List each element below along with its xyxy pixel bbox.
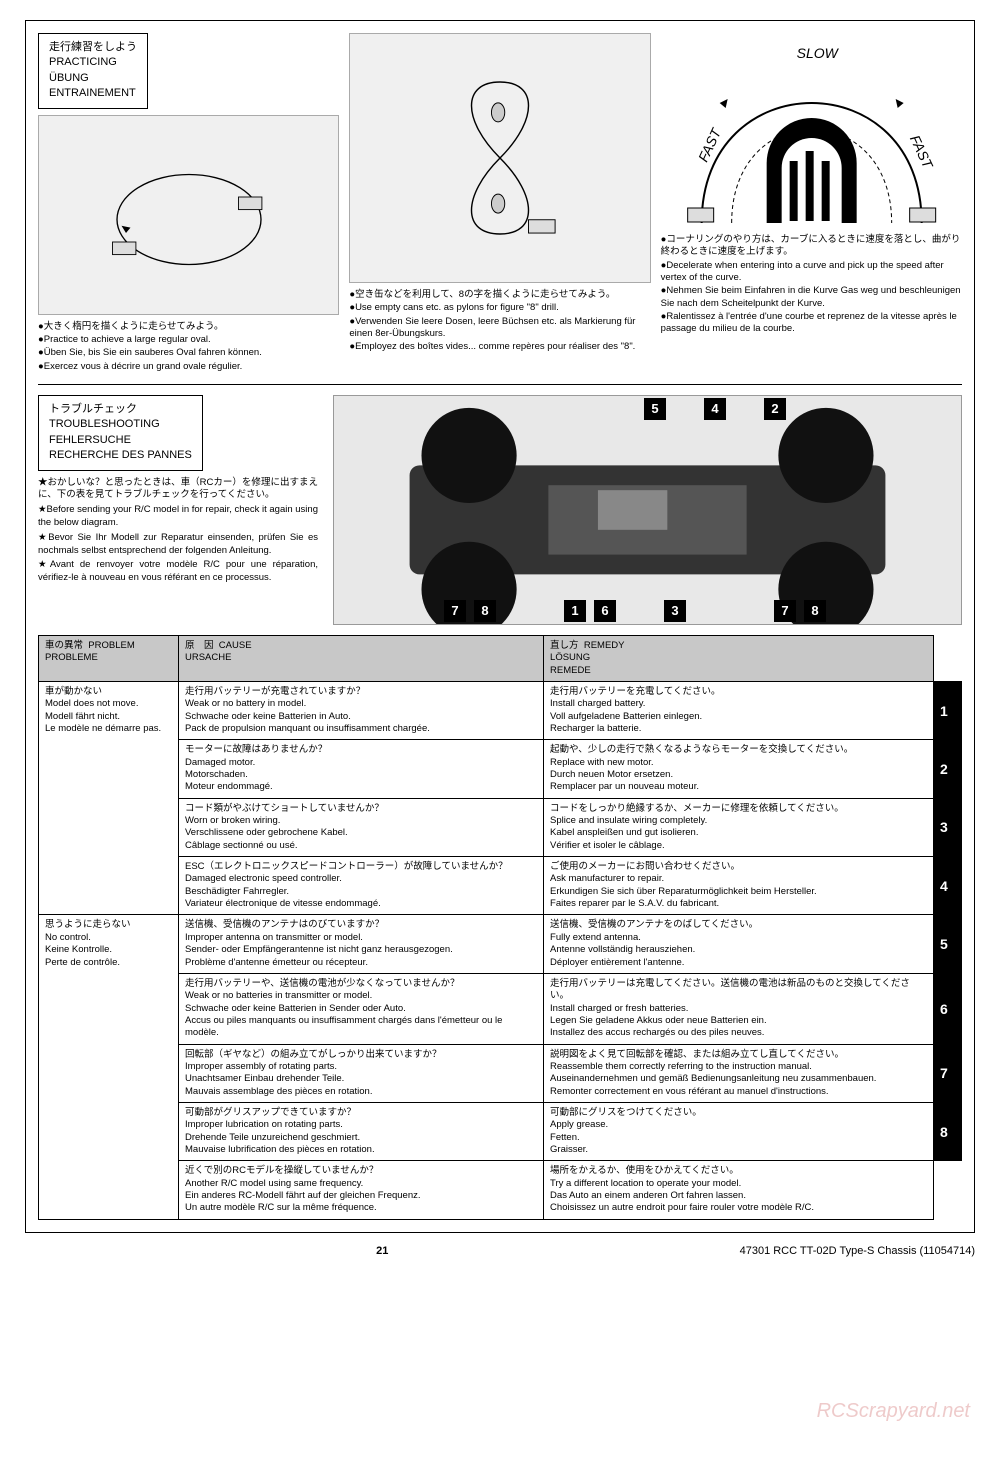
th-cause: 原 因 CAUSE URSACHE (179, 635, 544, 681)
chassis-num: 5 (644, 398, 666, 420)
remedy-cell: 送信機、受信機のアンテナをのばしてください。Fully extend anten… (544, 915, 934, 973)
number-cell: 1 (934, 681, 962, 739)
cause-cell: 近くで別のRCモデルを操縦していませんか？Another R/C model u… (179, 1161, 544, 1219)
ti-en: ★Before sending your R/C model in for re… (38, 504, 318, 530)
slow-label: SLOW (796, 45, 839, 61)
curve-illustration: FAST SLOW FAST (661, 33, 962, 233)
oval-illustration (38, 115, 339, 315)
cause-cell: モーターに故障はありませんか？Damaged motor.Motorschade… (179, 740, 544, 798)
c2-en: ●Use empty cans etc. as pylons for figur… (349, 302, 650, 314)
remedy-cell: 説明図をよく見て回転部を確認、または組み立てし直してください。Reassembl… (544, 1044, 934, 1102)
col2-caption: ●空き缶などを利用して、8の字を描くように走らせてみよう。 ●Use empty… (349, 289, 650, 354)
header-fr: ENTRAINEMENT (49, 86, 137, 101)
problem-cell: 車が動かないModel does not move.Modell fährt n… (39, 681, 179, 915)
number-cell: 2 (934, 740, 962, 798)
number-cell: 7 (934, 1044, 962, 1102)
cause-cell: 可動部がグリスアップできていますか？Improper lubrication o… (179, 1102, 544, 1160)
th-de: FEHLERSUCHE (49, 433, 192, 448)
cause-cell: 送信機、受信機のアンテナはのびていますか？Improper antenna on… (179, 915, 544, 973)
header-de: ÜBUNG (49, 71, 137, 86)
cause-cell: ESC（エレクトロニックスピードコントローラー）が故障していませんか？Damag… (179, 857, 544, 915)
c1-en: ●Practice to achieve a large regular ova… (38, 334, 339, 346)
chassis-num: 6 (594, 600, 616, 622)
c2-fr: ●Employez des boîtes vides... comme repè… (349, 341, 650, 353)
troubleshoot-header: トラブルチェック TROUBLESHOOTING FEHLERSUCHE REC… (38, 395, 203, 471)
page-number: 21 (376, 1245, 388, 1257)
remedy-cell: ご使用のメーカーにお問い合わせください。Ask manufacturer to … (544, 857, 934, 915)
c1-fr: ●Exercez vous à décrire un grand ovale r… (38, 361, 339, 373)
problem-cell: 思うように走らないNo control.Keine Kontrolle.Pert… (39, 915, 179, 1219)
c2-de: ●Verwenden Sie leere Dosen, leere Büchse… (349, 316, 650, 341)
practice-col-1: 走行練習をしよう PRACTICING ÜBUNG ENTRAINEMENT ●… (38, 33, 339, 374)
cause-cell: 回転部（ギヤなど）の組み立てがしっかり出来ていますか？Improper asse… (179, 1044, 544, 1102)
practicing-section: 走行練習をしよう PRACTICING ÜBUNG ENTRAINEMENT ●… (38, 33, 962, 385)
footer-code: 47301 RCC TT-02D Type-S Chassis (1105471… (740, 1245, 975, 1257)
col3-caption: ●コーナリングのやり方は、カーブに入るときに速度を落とし、曲がり終わるときに速度… (661, 234, 962, 336)
chassis-num: 3 (664, 600, 686, 622)
table-row: 車が動かないModel does not move.Modell fährt n… (39, 681, 962, 739)
c2-jp: ●空き缶などを利用して、8の字を描くように走らせてみよう。 (349, 289, 650, 301)
th-en: TROUBLESHOOTING (49, 417, 192, 432)
troubleshoot-table: 車の異常 PROBLEM PROBLEME 原 因 CAUSE URSACHE … (38, 635, 962, 1220)
chassis-num: 2 (764, 398, 786, 420)
ti-de: ★Bevor Sie Ihr Modell zur Reparatur eins… (38, 532, 318, 558)
remedy-cell: 起動や、少しの走行で熱くなるようならモーターを交換してください。Replace … (544, 740, 934, 798)
troubleshoot-intro: ★おかしいな？と思ったときは、車（RCカー）を修理に出すまえに、下の表を見てトラ… (38, 477, 318, 586)
c3-en: ●Decelerate when entering into a curve a… (661, 260, 962, 285)
practice-col-2: ●空き缶などを利用して、8の字を描くように走らせてみよう。 ●Use empty… (349, 33, 650, 374)
th-remedy: 直し方 REMEDY LÖSUNG REMEDE (544, 635, 934, 681)
page-footer: 21 47301 RCC TT-02D Type-S Chassis (1105… (25, 1245, 975, 1257)
ti-jp: ★おかしいな？と思ったときは、車（RCカー）を修理に出すまえに、下の表を見てトラ… (38, 477, 318, 503)
th-fr: RECHERCHE DES PANNES (49, 448, 192, 463)
c3-de: ●Nehmen Sie beim Einfahren in die Kurve … (661, 285, 962, 310)
number-cell: 8 (934, 1102, 962, 1160)
number-cell (934, 1161, 962, 1219)
remedy-cell: 場所をかえるか、使用をひかえてください。Try a different loca… (544, 1161, 934, 1219)
remedy-cell: 走行用バッテリーを充電してください。Install charged batter… (544, 681, 934, 739)
header-jp: 走行練習をしよう (49, 40, 137, 55)
chassis-num: 8 (474, 600, 496, 622)
th-problem: 車の異常 PROBLEM PROBLEME (39, 635, 179, 681)
chassis-num: 7 (444, 600, 466, 622)
practicing-header: 走行練習をしよう PRACTICING ÜBUNG ENTRAINEMENT (38, 33, 148, 109)
number-cell: 5 (934, 915, 962, 973)
number-cell: 6 (934, 973, 962, 1044)
table-row: 思うように走らないNo control.Keine Kontrolle.Pert… (39, 915, 962, 973)
chassis-num: 1 (564, 600, 586, 622)
c1-de: ●Üben Sie, bis Sie ein sauberes Oval fah… (38, 347, 339, 359)
c1-jp: ●大きく楕円を描くように走らせてみよう。 (38, 321, 339, 333)
chassis-num: 8 (804, 600, 826, 622)
col1-caption: ●大きく楕円を描くように走らせてみよう。 ●Practice to achiev… (38, 321, 339, 373)
number-cell: 4 (934, 857, 962, 915)
c3-fr: ●Ralentissez à l'entrée d'une courbe et … (661, 311, 962, 336)
remedy-cell: 可動部にグリスをつけてください。Apply grease.Fetten.Grai… (544, 1102, 934, 1160)
fast-label-1: FAST (695, 125, 725, 165)
number-cell: 3 (934, 798, 962, 856)
remedy-cell: 走行用バッテリーは充電してください。送信機の電池は新品のものと交換してください。… (544, 973, 934, 1044)
ti-fr: ★Avant de renvoyer votre modèle R/C pour… (38, 559, 318, 585)
header-en: PRACTICING (49, 55, 137, 70)
cause-cell: コード類がやぶけてショートしていませんか？Worn or broken wiri… (179, 798, 544, 856)
cause-cell: 走行用バッテリーが充電されていますか？Weak or no battery in… (179, 681, 544, 739)
chassis-num: 7 (774, 600, 796, 622)
practice-col-3: FAST SLOW FAST ●コーナリングのやり方は、カーブに入るときに速度を… (661, 33, 962, 374)
troubleshoot-top: トラブルチェック TROUBLESHOOTING FEHLERSUCHE REC… (38, 395, 962, 625)
chassis-num: 4 (704, 398, 726, 420)
watermark: RCScrapyard.net (817, 1400, 970, 1423)
chassis-image: 5 4 2 7 8 1 6 3 7 8 (333, 395, 962, 625)
cause-cell: 走行用バッテリーや、送信機の電池が少なくなっていませんか？Weak or no … (179, 973, 544, 1044)
th-jp: トラブルチェック (49, 402, 192, 417)
remedy-cell: コードをしっかり絶縁するか、メーカーに修理を依頼してください。Splice an… (544, 798, 934, 856)
figure8-illustration (349, 33, 650, 283)
c3-jp: ●コーナリングのやり方は、カーブに入るときに速度を落とし、曲がり終わるときに速度… (661, 234, 962, 259)
